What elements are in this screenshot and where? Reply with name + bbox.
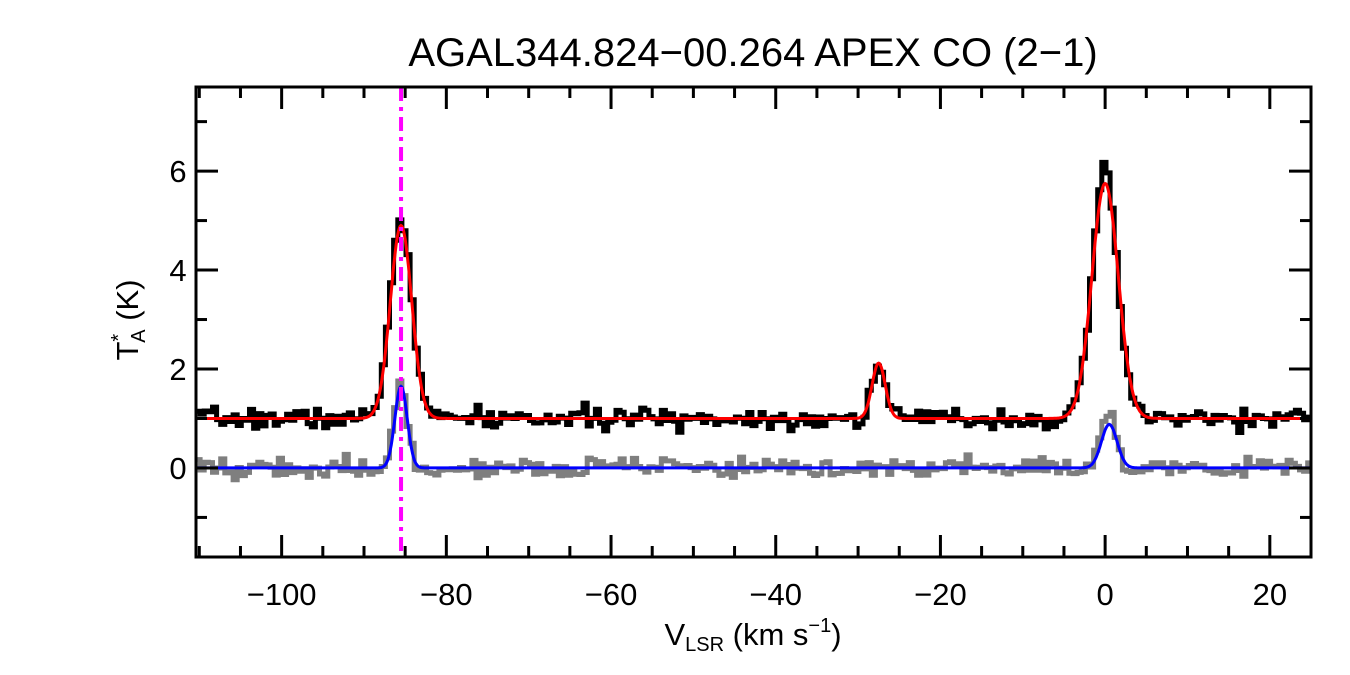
x-tick-label: −40 — [749, 577, 802, 612]
x-tick-label: −60 — [585, 577, 638, 612]
fit-line-1 — [196, 181, 1311, 420]
plot-frame — [194, 85, 1313, 559]
x-tick-label: 20 — [1253, 577, 1287, 612]
chart-title: AGAL344.824−00.264 APEX CO (2−1) — [408, 31, 1097, 75]
y-tick-label: 0 — [169, 451, 186, 486]
y-axis-label: T*A (K) — [108, 279, 150, 360]
x-tick-label: 0 — [1097, 577, 1114, 612]
y-tick-label: 4 — [169, 253, 186, 288]
axis-ticks: −100 −80 −60 −40 −20 0 20 0 2 4 6 — [169, 87, 1313, 612]
x-tick-label: −20 — [914, 577, 967, 612]
spectrum-histogram-0 — [196, 159, 1311, 435]
x-axis-label: VLSR (km s−1) — [664, 615, 841, 656]
y-tick-label: 2 — [169, 352, 186, 387]
plot-area — [196, 87, 1311, 557]
x-tick-label: −80 — [420, 577, 473, 612]
y-tick-label: 6 — [169, 154, 186, 189]
fit-line-3 — [196, 384, 1311, 470]
x-tick-label: −100 — [247, 577, 317, 612]
spectrum-histogram-2 — [196, 378, 1311, 483]
